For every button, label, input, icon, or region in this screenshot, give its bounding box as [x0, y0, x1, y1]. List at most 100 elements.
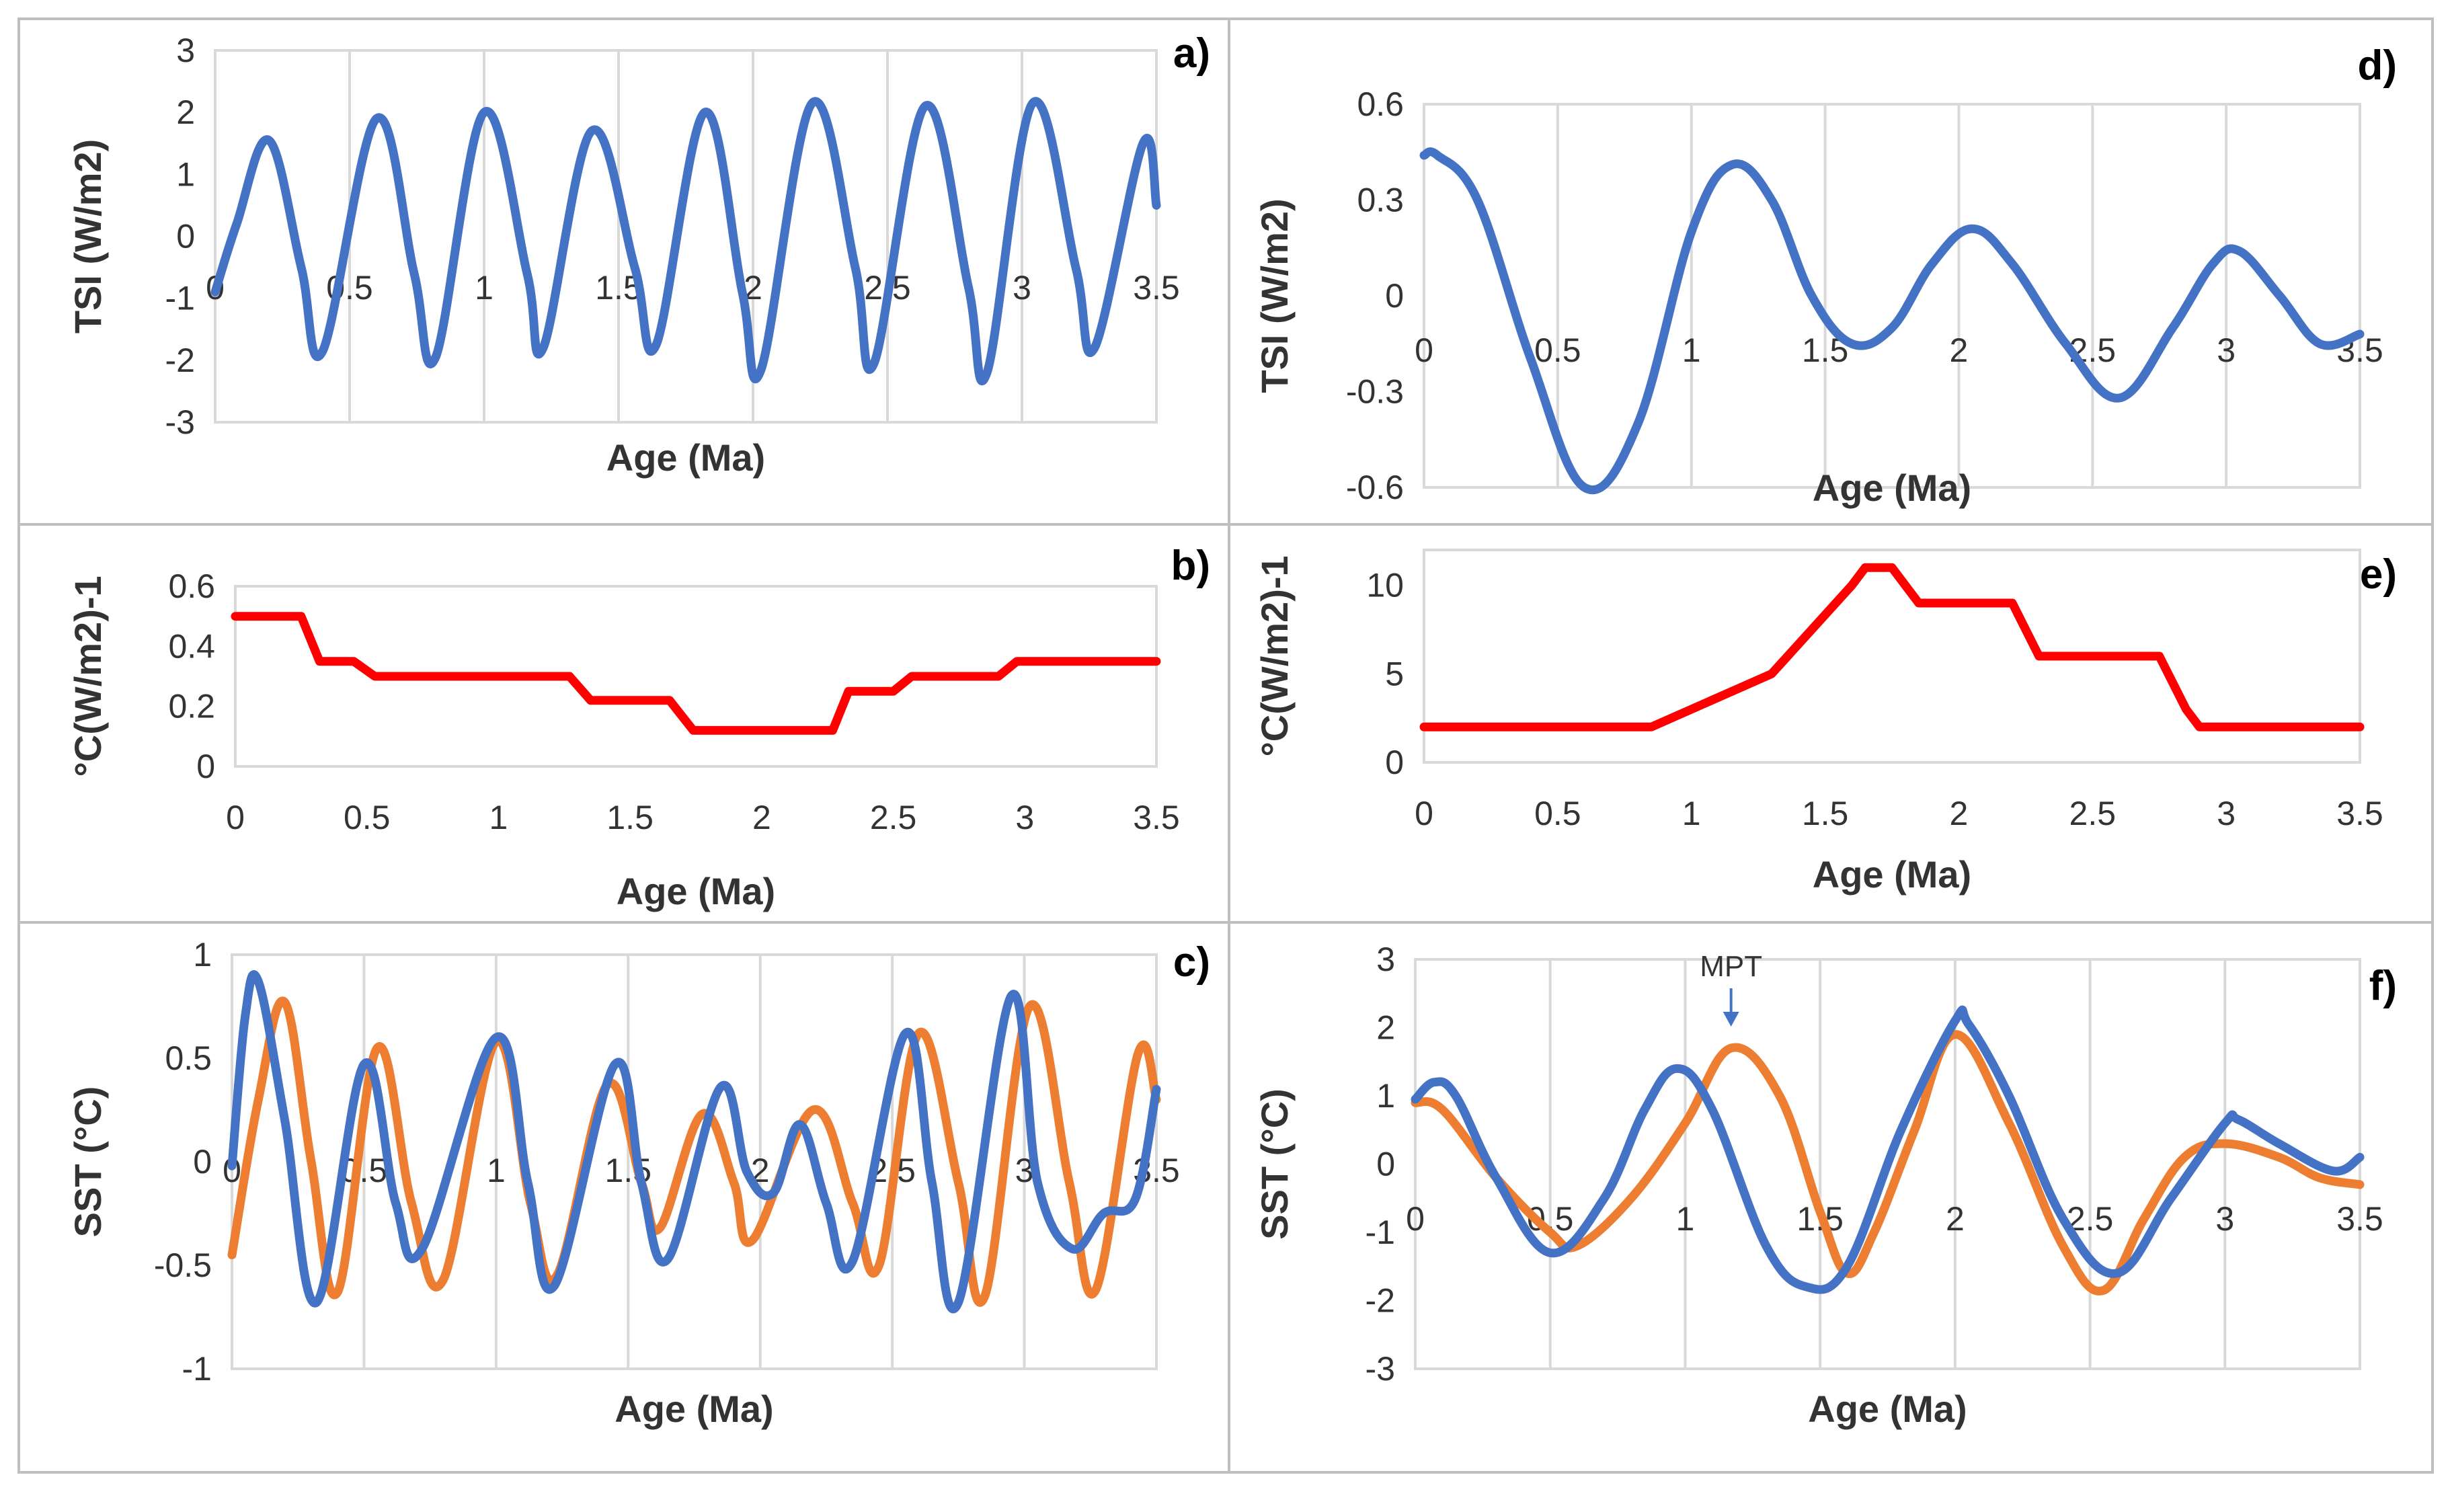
y-tick-label-b: 0.4 [168, 627, 215, 665]
x-tick-label-b: 0 [226, 799, 245, 836]
x-tick-label-f: 2 [1946, 1200, 1965, 1238]
y-tick-label-c: 0 [193, 1143, 212, 1181]
annotation-label-mpt: MPT [1700, 950, 1762, 983]
x-tick-label-b: 1.5 [606, 799, 654, 836]
y-tick-label-a: -1 [165, 280, 195, 317]
x-tick-label-f: 3.5 [2336, 1200, 2383, 1238]
x-tick-label-f: 0 [1406, 1200, 1425, 1238]
series-line-d-1 [1419, 147, 2365, 495]
x-axis-title-b: Age (Ma) [617, 870, 775, 912]
x-tick-label-e: 2 [1950, 795, 1969, 832]
y-tick-label-c: 1 [193, 936, 212, 973]
x-tick-label-e: 0.5 [1534, 795, 1581, 832]
y-tick-label-d: -0.3 [1346, 373, 1404, 411]
series-line-a-1 [210, 97, 1161, 386]
series-line-e-1 [1419, 563, 2365, 731]
series-line-f-2 [1411, 1005, 2365, 1294]
x-axis-title-f: Age (Ma) [1808, 1388, 1967, 1430]
x-axis-title-d: Age (Ma) [1813, 467, 1971, 509]
y-tick-label-d: 0 [1385, 277, 1404, 315]
x-tick-label-d: 1 [1682, 331, 1701, 369]
panel-label-e: e) [2360, 551, 2397, 598]
plot-area-e [1423, 549, 2361, 764]
x-tick-label-f: 3 [2215, 1200, 2234, 1238]
series-line-c-2 [227, 970, 1161, 1314]
panel-frame-f [1228, 921, 2434, 1474]
y-tick-label-a: 3 [176, 32, 195, 69]
x-axis-title-c: Age (Ma) [615, 1388, 773, 1430]
y-tick-label-c: 0.5 [165, 1039, 212, 1077]
panel-e: 0 5 10 0 0.5 1 1.5 2 2.5 3 3.5 Age (Ma) °C(W/m2)-1 e) [1228, 523, 2434, 924]
panels-container: -3 -2 -1 0 1 2 3 0 0.5 1 1.5 2 2.5 3 3.5 Age (Ma) TSI (W… [17, 17, 2434, 1474]
y-tick-label-f: 0 [1376, 1146, 1395, 1183]
y-tick-label-e: 0 [1385, 744, 1404, 781]
y-tick-label-d: 0.3 [1357, 182, 1404, 219]
x-tick-label-e: 1.5 [1802, 795, 1849, 832]
y-tick-label-d: -0.6 [1346, 469, 1404, 506]
x-tick-label-e: 3 [2217, 795, 2236, 832]
x-tick-label-d: 3 [2217, 331, 2236, 369]
x-tick-label-e: 0 [1415, 795, 1433, 832]
y-axis-title-e: °C(W/m2)-1 [1253, 555, 1296, 756]
x-tick-label-b: 2.5 [870, 799, 917, 836]
x-tick-label-b: 0.5 [344, 799, 391, 836]
y-tick-label-a: -2 [165, 342, 195, 379]
x-tick-label-b: 1 [489, 799, 508, 836]
y-tick-label-f: 2 [1376, 1009, 1395, 1047]
x-tick-label-d: 2 [1950, 331, 1969, 369]
y-tick-label-a: 2 [176, 93, 195, 131]
series-line-f-1 [1411, 1030, 2365, 1296]
x-axis-title-a: Age (Ma) [606, 436, 765, 479]
y-tick-label-b: 0.2 [168, 688, 215, 725]
y-tick-label-f: 3 [1376, 941, 1395, 978]
y-tick-label-f: -2 [1366, 1282, 1395, 1320]
y-axis-title-d: TSI (W/m2) [1253, 198, 1296, 393]
x-tick-label-b: 3 [1015, 799, 1034, 836]
y-axis-title-f: SST (°C) [1253, 1088, 1296, 1240]
x-tick-label-d: 0 [1415, 331, 1433, 369]
plot-area-a [214, 49, 1158, 424]
y-axis-title-a: TSI (W/m2) [67, 139, 109, 333]
y-tick-label-f: -3 [1366, 1350, 1395, 1388]
y-tick-label-a: -3 [165, 403, 195, 441]
y-tick-label-c: -0.5 [154, 1246, 212, 1284]
y-tick-label-f: 1 [1376, 1077, 1395, 1115]
panel-label-d: d) [2357, 42, 2397, 89]
x-tick-label-a: 1 [475, 269, 493, 307]
x-tick-label-a: 3.5 [1133, 269, 1180, 307]
x-tick-label-e: 1 [1682, 795, 1701, 832]
x-tick-label-d: 0.5 [1534, 331, 1581, 369]
y-axis-title-b: °C(W/m2)-1 [67, 575, 109, 777]
y-tick-label-b: 0 [196, 748, 215, 785]
panel-label-b: b) [1171, 543, 1210, 589]
y-tick-label-a: 1 [176, 155, 195, 193]
y-tick-label-e: 5 [1385, 655, 1404, 692]
x-tick-label-e: 3.5 [2336, 795, 2383, 832]
y-tick-label-e: 10 [1366, 567, 1404, 604]
x-tick-label-f: 1 [1676, 1200, 1695, 1238]
plot-area-b [234, 585, 1158, 768]
y-tick-label-f: -1 [1366, 1213, 1395, 1251]
plot-area-d [1423, 103, 2361, 489]
y-tick-label-a: 0 [176, 218, 195, 255]
y-tick-label-d: 0.6 [1357, 85, 1404, 123]
x-tick-label-c: 1 [487, 1152, 506, 1189]
panel-b: 0 0.2 0.4 0.6 0 0.5 1 1.5 2 2.5 3 3.5 Age (Ma) °C(W/m… [17, 523, 1230, 924]
annotation-arrow-head [1723, 1012, 1739, 1027]
plot-area-f [1414, 958, 2361, 1370]
y-axis-title-c: SST (°C) [67, 1086, 109, 1238]
x-tick-label-e: 2.5 [2069, 795, 2117, 832]
panel-label-c: c) [1173, 939, 1210, 986]
x-tick-label-b: 3.5 [1133, 799, 1180, 836]
panel-label-f: f) [2369, 963, 2397, 1009]
y-tick-label-c: -1 [182, 1350, 212, 1388]
x-tick-label-b: 2 [752, 799, 771, 836]
x-axis-title-e: Age (Ma) [1813, 853, 1971, 896]
y-tick-label-b: 0.6 [168, 567, 215, 605]
x-tick-label-a: 3 [1013, 269, 1031, 307]
